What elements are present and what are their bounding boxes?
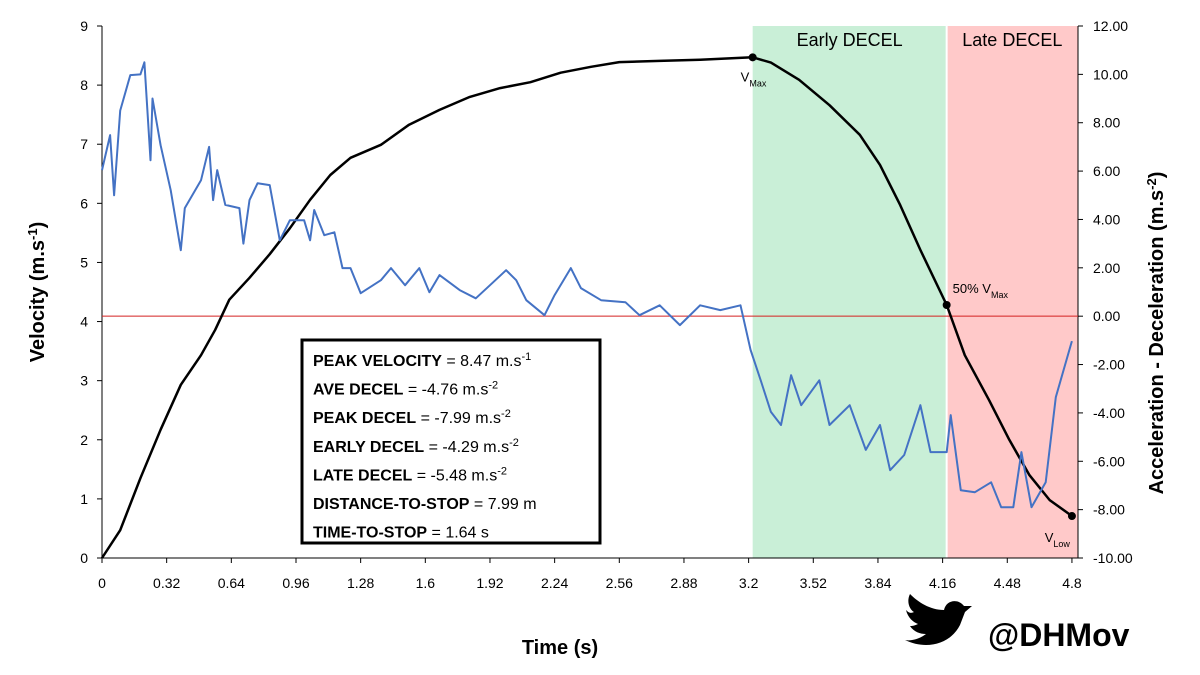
text-part: = 8.47 m.s [442,353,522,370]
y-tick-label: 9 [80,18,88,34]
stats-line: PEAK VELOCITY = 8.47 m.s-1 [313,351,531,370]
text-part: EARLY DECEL [313,439,424,456]
y2-tick-label: -2.00 [1093,357,1125,373]
text-part: -1 [522,351,532,363]
annotation-point [942,301,951,310]
text-part: -2 [509,437,519,449]
annotation-point [748,53,757,62]
stats-line: EARLY DECEL = -4.29 m.s-2 [313,437,519,456]
annotation-label: 50% VMax [953,281,1009,300]
y-tick-label: 1 [80,491,88,507]
annotation-point [1067,512,1076,521]
y2-tick-label: -10.00 [1093,550,1133,566]
twitter-handle: @DHMov [988,617,1130,653]
text-part: Low [1053,539,1070,549]
y-tick-label: 4 [80,314,88,330]
text-part: = -4.29 m.s [424,439,509,456]
x-tick-label: 0.96 [282,575,309,591]
background-layer [752,26,1078,558]
text-part: = -4.76 m.s [403,382,488,399]
y-axis-label: Velocity (m.s-1) [25,222,50,363]
text-part: -2 [488,380,498,392]
text-part: Max [749,78,767,88]
y2-tick-label: 8.00 [1093,115,1120,131]
y2-tick-label: 4.00 [1093,211,1120,227]
text-part: PEAK DECEL [313,410,416,427]
x-tick-label: 1.28 [347,575,374,591]
y2-tick-label: 2.00 [1093,260,1120,276]
text-part: V [741,69,750,84]
x-tick-label: 2.88 [670,575,697,591]
text-part: ) [27,222,49,229]
text-part: 50% V [953,281,992,296]
y-tick-label: 7 [80,136,88,152]
x-tick-label: 0.32 [153,575,180,591]
y2-tick-label: 12.00 [1093,18,1128,34]
text-part: -1 [25,228,40,240]
y-tick-label: 5 [80,254,88,270]
text-part: Acceleration - Deceleration (m.s [1146,190,1168,495]
x-tick-label: 3.52 [800,575,827,591]
x-tick-label: 3.84 [864,575,891,591]
twitter-bird-icon [905,594,972,645]
text-part: = -7.99 m.s [416,410,501,427]
x-tick-label: 4.8 [1062,575,1082,591]
x-tick-label: 1.92 [476,575,503,591]
y2-tick-label: 6.00 [1093,163,1120,179]
region-label: Early DECEL [797,30,903,50]
y2-tick-label: -8.00 [1093,502,1125,518]
x-tick-label: 1.6 [416,575,436,591]
x-tick-label: 0 [98,575,106,591]
text-part: TIME-TO-STOP [313,525,427,542]
text-part: = 1.64 s [427,525,489,542]
text-part: -2 [1144,178,1159,190]
text-part: ) [1146,172,1168,179]
y2-tick-label: -4.00 [1093,405,1125,421]
stats-line: LATE DECEL = -5.48 m.s-2 [313,465,507,484]
text-part: PEAK VELOCITY [313,353,442,370]
text-part: AVE DECEL [313,382,404,399]
stats-line: DISTANCE-TO-STOP = 7.99 m [313,496,537,513]
x-tick-label: 4.48 [994,575,1021,591]
y2-tick-label: -6.00 [1093,453,1125,469]
y-tick-label: 3 [80,373,88,389]
annotation-label: VLow [1045,530,1071,549]
series-line [100,56,1073,559]
text-part: LATE DECEL [313,467,412,484]
y-tick-label: 8 [80,77,88,93]
text-part: DISTANCE-TO-STOP [313,496,470,513]
series-line [101,61,1073,509]
y-tick-label: 6 [80,195,88,211]
stats-line: TIME-TO-STOP = 1.64 s [313,525,489,542]
region-label: Late DECEL [962,30,1062,50]
text-part: = -5.48 m.s [412,467,497,484]
stats-box [300,338,602,545]
y2-tick-label: 10.00 [1093,66,1128,82]
text-part: Max [991,290,1009,300]
stats-line: AVE DECEL = -4.76 m.s-2 [313,380,498,399]
text-part: -2 [501,408,511,420]
region [946,26,1078,558]
x-tick-label: 3.2 [739,575,759,591]
annotation-label: VMax [741,69,767,88]
x-axis-label: Time (s) [522,637,598,659]
x-tick-label: 2.56 [606,575,633,591]
x-tick-label: 4.16 [929,575,956,591]
region [752,26,947,558]
y-tick-label: 2 [80,432,88,448]
y-tick-label: 0 [80,550,88,566]
text-part: V [1045,530,1054,545]
x-tick-label: 0.64 [218,575,245,591]
y2-axis-label: Acceleration - Deceleration (m.s-2) [1144,172,1169,495]
text-part: Velocity (m.s [27,240,49,362]
y2-tick-label: 0.00 [1093,308,1120,324]
x-tick-label: 2.24 [541,575,568,591]
stats-line: PEAK DECEL = -7.99 m.s-2 [313,408,511,427]
text-part: -2 [497,465,507,477]
text-part: = 7.99 m [469,496,536,513]
